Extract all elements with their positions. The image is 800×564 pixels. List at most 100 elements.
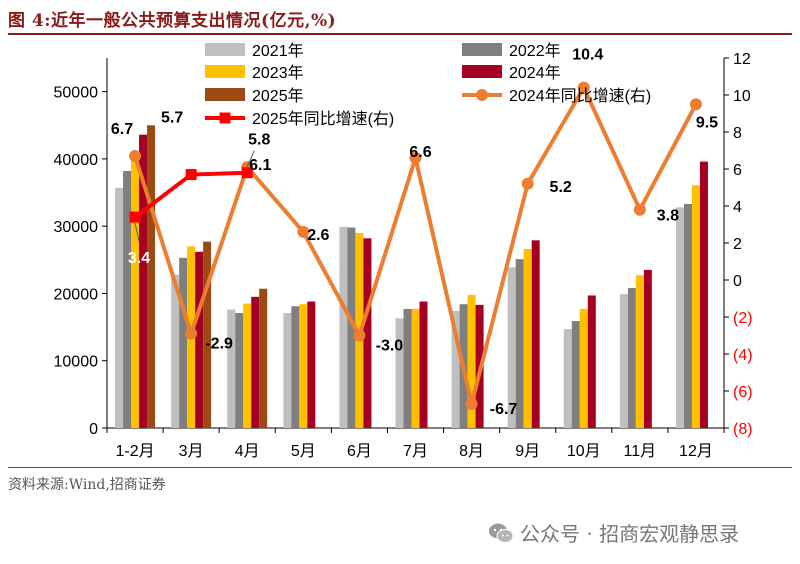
right-axis-tick-label: (6) [733, 384, 753, 401]
x-axis-tick-label: 3月 [179, 443, 204, 460]
bar-2023年-10月 [579, 308, 588, 428]
bar-2023年-4月 [243, 303, 252, 428]
watermark: 公众号 · 招商宏观静思录 [488, 518, 739, 547]
legend-swatch-2024年 [462, 65, 502, 78]
bar-2024年-10月 [587, 295, 596, 428]
bar-2022年-6月 [347, 227, 356, 428]
legend-label-2022年: 2022年 [509, 42, 561, 60]
x-axis-tick-label: 12月 [679, 443, 713, 460]
label-2024-7月: 6.6 [409, 144, 431, 161]
footer-divider [8, 467, 792, 468]
point-2024-6月 [353, 329, 366, 342]
legend-label-2024年: 2024年 [509, 64, 561, 82]
point-2025-4月 [241, 167, 253, 179]
right-axis-tick-label: 4 [733, 199, 742, 216]
label-2024-6月: -3.0 [376, 338, 404, 355]
x-axis-tick-label: 8月 [459, 443, 484, 460]
label-2024-8月: -6.7 [490, 401, 518, 418]
left-axis-tick-label: 20000 [54, 286, 99, 303]
x-axis-tick-label: 1-2月 [115, 443, 154, 460]
bar-2023年-12月 [691, 185, 700, 428]
right-axis-tick-label: 12 [733, 51, 751, 68]
source-note: 资料来源:Wind,招商证券 [8, 477, 166, 493]
bar-2021年-7月 [395, 318, 404, 428]
bar-2022年-12月 [683, 203, 692, 428]
point-2024-1-2月 [129, 150, 142, 163]
bar-2021年-1-2月 [115, 187, 124, 428]
point-2024-11月 [633, 203, 646, 216]
bar-2024年-7月 [419, 301, 428, 428]
left-axis-tick-label: 40000 [54, 152, 99, 169]
bar-2023年-7月 [411, 308, 420, 428]
bar-2025年-4月 [259, 288, 268, 428]
x-axis-tick-label: 4月 [235, 443, 260, 460]
right-axis-tick-label: 8 [733, 125, 742, 142]
page-title: 图 4:近年一般公共预算支出情况(亿元,%) [8, 11, 337, 31]
label-2025-1-2月: 3.4 [128, 250, 150, 267]
bar-2021年-6月 [339, 226, 348, 428]
x-axis-tick-label: 10月 [567, 443, 601, 460]
x-axis-tick-label: 6月 [347, 443, 372, 460]
bar-2022年-7月 [403, 308, 412, 428]
left-axis-tick-label: 30000 [54, 219, 99, 236]
label-2024-3月: -2.9 [205, 336, 233, 353]
bar-2022年-11月 [627, 288, 636, 428]
bar-2024年-3月 [195, 251, 204, 428]
bar-2021年-4月 [227, 309, 236, 428]
right-axis-tick-label: 2 [733, 236, 742, 253]
label-2025-4月: 5.8 [248, 132, 270, 149]
x-axis-tick-label: 9月 [515, 443, 540, 460]
bar-2022年-4月 [235, 312, 244, 428]
point-2024-10月 [577, 81, 590, 94]
x-axis-tick-label: 5月 [291, 443, 316, 460]
bar-2023年-1-2月 [131, 154, 140, 428]
title-divider [8, 33, 792, 35]
bar-2023年-11月 [635, 275, 644, 428]
leader-2025-1-2月 [134, 222, 140, 242]
label-2024-12月: 9.5 [696, 114, 718, 131]
point-2024-9月 [521, 177, 534, 190]
wechat-icon [489, 523, 514, 543]
bar-2024年-12月 [699, 161, 708, 428]
bar-2021年-9月 [507, 267, 516, 428]
legend-label-2024年同比增速(右): 2024年同比增速(右) [509, 87, 651, 105]
legend-marker-2025年同比增速(右) [219, 112, 231, 124]
legend-label-2025年: 2025年 [252, 87, 304, 105]
label-2024-4月: 6.1 [249, 157, 271, 174]
legend-swatch-2022年 [462, 43, 502, 56]
bar-2024年-1-2月 [139, 134, 148, 428]
label-2025-3月: 5.7 [161, 110, 183, 127]
bar-2024年-9月 [531, 240, 540, 428]
right-axis-tick-label: (8) [733, 421, 753, 438]
point-2024-12月 [689, 98, 702, 111]
x-axis-tick-label: 11月 [624, 443, 657, 460]
bar-2022年-3月 [179, 257, 188, 428]
legend-label-2025年同比增速(右): 2025年同比增速(右) [252, 110, 394, 128]
legend-swatch-2025年 [205, 88, 245, 101]
point-2024-8月 [465, 397, 478, 410]
leader-2025-4月 [246, 150, 255, 167]
point-2025-1-2月 [129, 211, 141, 223]
left-axis-tick-label: 0 [89, 421, 98, 438]
x-axis-tick-label: 7月 [403, 443, 428, 460]
legend-swatch-2023年 [205, 65, 245, 78]
watermark-text: 公众号 · 招商宏观静思录 [520, 522, 740, 546]
label-2024-1-2月: 6.7 [111, 121, 133, 138]
expenditure-chart: 0 10000 20000 30000 40000 50000 (8) (6) (4) (2) 0 2… [54, 42, 753, 460]
bar-2022年-9月 [515, 259, 524, 428]
bar-2024年-5月 [307, 301, 316, 428]
bar-2021年-10月 [563, 329, 572, 428]
point-2024-5月 [297, 225, 310, 238]
bar-2023年-5月 [299, 304, 308, 428]
bar-2025年-3月 [203, 241, 212, 428]
right-axis-tick-label: (4) [733, 347, 753, 364]
legend-swatch-2021年 [205, 43, 245, 56]
bar-2025年-1-2月 [147, 125, 156, 428]
left-axis-tick-label: 10000 [54, 354, 99, 371]
label-2024-11月: 3.8 [657, 208, 679, 225]
right-axis-tick-label: 0 [733, 273, 742, 290]
bar-2021年-8月 [451, 310, 460, 428]
bar-2023年-9月 [523, 249, 532, 428]
legend-label-2021年: 2021年 [252, 42, 304, 60]
point-2025-3月 [185, 169, 197, 181]
